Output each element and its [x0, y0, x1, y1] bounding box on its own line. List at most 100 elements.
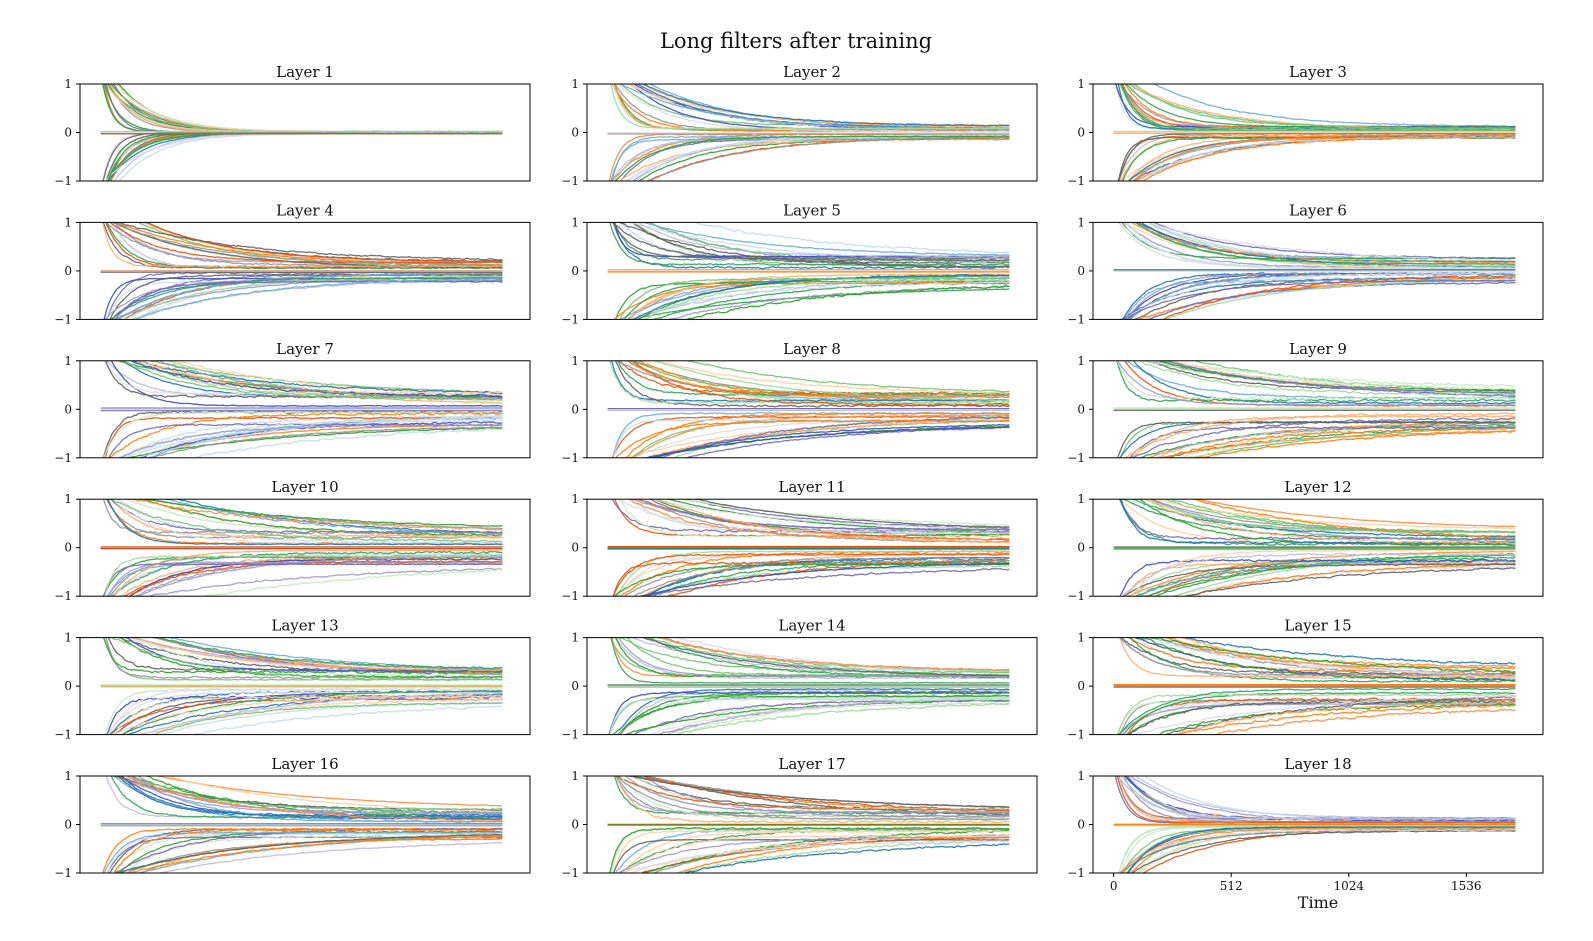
filter-line [614, 776, 1010, 821]
filter-line [694, 222, 1010, 254]
filter-line [678, 499, 1010, 527]
filter-line [120, 776, 503, 817]
filter-line [104, 554, 503, 597]
x-tick-label: 512 [1220, 879, 1243, 893]
filter-line [117, 415, 503, 458]
filter-line [624, 360, 1010, 398]
filter-line [1147, 281, 1516, 320]
filter-line [609, 84, 1010, 130]
filter-line [625, 84, 1010, 126]
filter-line [101, 132, 503, 181]
filter-line [1131, 134, 1516, 181]
y-tick-label: 0 [64, 126, 72, 140]
filter-line [1157, 430, 1516, 458]
panel-layer-8: Layer 8 −1 0 1 [561, 340, 1038, 465]
filter-line [132, 274, 503, 320]
y-tick-label: −1 [561, 866, 579, 880]
filter-line [117, 776, 503, 818]
filter-line [1128, 637, 1516, 674]
filter-line [612, 552, 1010, 597]
filter-line [1129, 273, 1516, 320]
series-group [100, 222, 503, 320]
filter-line [1117, 421, 1516, 458]
series-group [607, 776, 1010, 873]
filter-line [1115, 84, 1516, 131]
filter-line [107, 132, 503, 181]
x-tick-label: 1024 [1333, 879, 1364, 893]
series-group [100, 776, 503, 873]
filter-line [619, 691, 1010, 735]
filter-line [1172, 704, 1516, 735]
filter-line [1163, 637, 1516, 668]
filter-line [1121, 499, 1516, 541]
series-group [100, 360, 503, 458]
y-tick-label: 0 [571, 402, 579, 416]
y-tick-label: 0 [64, 541, 72, 555]
filter-line [612, 694, 1010, 735]
x-axis-label: Time [1298, 893, 1338, 912]
filter-line [1138, 136, 1516, 181]
filter-line [651, 360, 1010, 402]
filter-line [151, 637, 503, 671]
filter-line [643, 637, 1010, 677]
y-tick-label: −1 [561, 589, 579, 603]
series-group [1113, 222, 1516, 320]
filter-line [187, 428, 503, 458]
filter-line [1151, 499, 1516, 530]
filter-line [103, 831, 503, 873]
y-tick-label: −1 [561, 312, 579, 326]
filter-line [1153, 424, 1516, 458]
filter-line [125, 776, 503, 822]
filter-line [116, 499, 503, 545]
filter-line [102, 411, 503, 458]
filter-line [1132, 360, 1516, 405]
filter-line [1126, 550, 1516, 597]
filter-line [641, 637, 1010, 677]
series-group [607, 499, 1010, 597]
panel-title: Layer 15 [1284, 617, 1351, 635]
y-tick-label: 1 [1077, 631, 1085, 645]
filter-line [158, 701, 503, 735]
filter-line [608, 697, 1010, 735]
y-tick-label: 0 [1077, 126, 1085, 140]
panel-layer-6: Layer 6 −1 0 1 [1067, 201, 1544, 326]
filter-line [1116, 360, 1516, 401]
filter-line [626, 776, 1010, 808]
filter-line [1190, 429, 1516, 458]
filter-line [647, 701, 1010, 735]
filter-line [1127, 825, 1516, 873]
filter-line [104, 360, 503, 396]
filter-line [1118, 828, 1516, 873]
filter-line [631, 134, 1010, 181]
panel-layer-18: Layer 18 −1 0 1 0 512 1024 1536 Time [1067, 755, 1544, 912]
filter-line [1116, 360, 1516, 406]
filter-line [1148, 499, 1516, 543]
panel-layer-1: Layer 1 −1 0 1 [54, 63, 531, 188]
filter-line [147, 567, 503, 597]
filter-line [615, 776, 1010, 824]
y-tick-label: −1 [1067, 866, 1085, 880]
y-tick-label: 1 [571, 215, 579, 229]
filter-line [132, 776, 503, 814]
filter-line [639, 776, 1010, 819]
y-tick-label: 0 [1077, 264, 1085, 278]
filter-line [627, 499, 1010, 542]
filter-line [106, 832, 503, 873]
y-tick-label: 0 [571, 541, 579, 555]
filter-line [120, 423, 503, 458]
filter-line [107, 499, 503, 546]
filter-line [104, 416, 503, 458]
filter-line [1123, 271, 1516, 320]
y-tick-label: 0 [64, 264, 72, 278]
filter-line [131, 637, 503, 672]
series-group [607, 360, 1010, 458]
panel-title: Layer 16 [271, 755, 338, 773]
filter-line [129, 557, 503, 597]
filter-line [1134, 776, 1516, 819]
filter-line [632, 414, 1010, 458]
y-tick-label: 0 [64, 402, 72, 416]
filter-line [639, 836, 1010, 873]
filter-line [631, 360, 1010, 396]
filter-line [112, 275, 503, 320]
